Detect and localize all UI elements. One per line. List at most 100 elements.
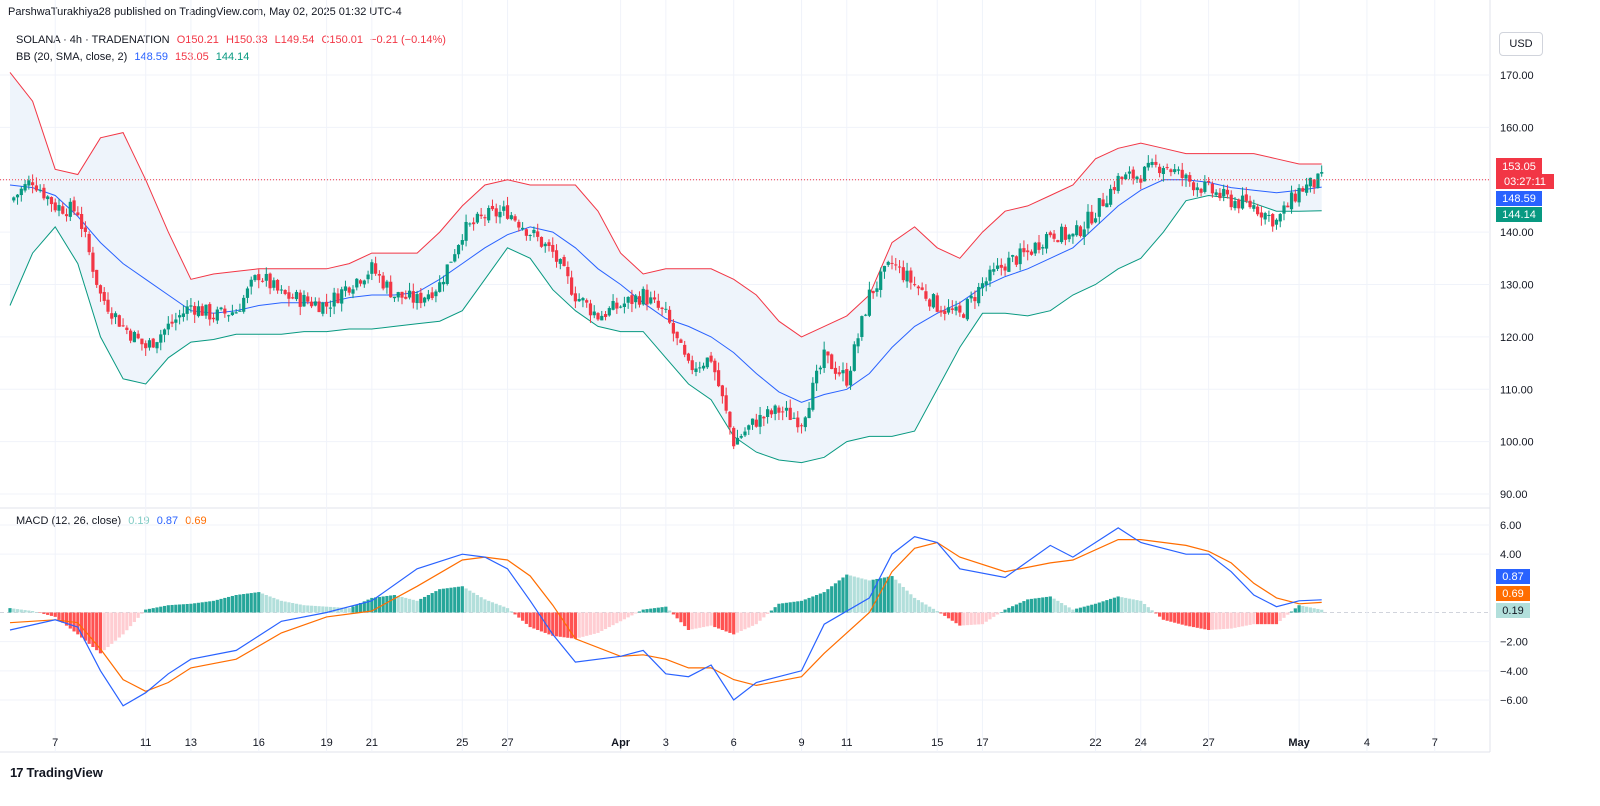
histogram-bar <box>1112 597 1116 613</box>
candle-body <box>264 273 268 281</box>
candle-body <box>189 305 193 307</box>
candle-body <box>196 306 201 317</box>
candle-body <box>434 291 438 297</box>
candle-body <box>924 291 928 299</box>
histogram-bar <box>1142 603 1147 613</box>
candle-body <box>1097 198 1101 217</box>
candle-body <box>1301 188 1305 192</box>
time-tick-label: 21 <box>366 737 378 749</box>
bb-legend: BB (20, SMA, close, 2) 148.59 153.05 144… <box>16 51 253 63</box>
macd-tick-label: −6.00 <box>1500 695 1528 707</box>
histogram-bar <box>27 610 31 613</box>
bb-label[interactable]: BB (20, SMA, close, 2) <box>16 51 128 63</box>
histogram-bar <box>931 608 936 613</box>
histogram-bar <box>91 612 95 648</box>
histogram-bar <box>603 612 608 630</box>
histogram-bar <box>238 594 242 613</box>
candle-body <box>1063 227 1067 240</box>
candle-body <box>1207 181 1211 183</box>
histogram-bar <box>362 601 366 613</box>
bb-lower-value: 144.14 <box>215 51 250 63</box>
histogram-bar <box>698 612 702 628</box>
histogram-bar <box>1109 598 1113 613</box>
candle-body <box>121 325 125 327</box>
candle-body <box>1165 167 1169 169</box>
candle-body <box>1022 248 1026 253</box>
histogram-bar <box>302 605 306 613</box>
histogram-bar <box>920 602 924 613</box>
histogram-bar <box>483 599 487 613</box>
histogram-bar <box>1207 612 1211 630</box>
candle-body <box>1037 242 1041 250</box>
histogram-bar <box>15 609 20 613</box>
macd-line <box>9 527 1322 707</box>
candle-body <box>784 407 789 411</box>
histogram-bar <box>189 603 193 613</box>
histogram-bar <box>573 612 577 639</box>
candle-body <box>366 274 370 280</box>
tradingview-logo[interactable]: 17 TradingView <box>10 765 103 780</box>
candle-body <box>46 196 50 200</box>
candle-body <box>287 292 291 299</box>
histogram-bar <box>449 587 453 613</box>
candle-body <box>750 418 755 425</box>
time-tick-label: 7 <box>52 737 58 749</box>
histogram-bar <box>117 612 121 638</box>
candle-body <box>1044 234 1049 249</box>
histogram-bar <box>713 612 717 628</box>
histogram-bar <box>946 612 951 619</box>
histogram-bar <box>1135 600 1139 613</box>
macd-label[interactable]: MACD (12, 26, close) <box>16 515 122 527</box>
histogram-bar <box>1161 612 1165 620</box>
histogram-bar <box>803 599 807 613</box>
candle-body <box>1180 169 1184 178</box>
candle-body <box>585 300 589 303</box>
lower-badge-bg <box>1496 207 1542 222</box>
histogram-bar <box>1199 612 1203 629</box>
candle-body <box>709 355 713 362</box>
candle-body <box>788 407 792 420</box>
candle-body <box>332 292 336 307</box>
candle-body <box>1026 250 1030 253</box>
histogram-bar <box>351 606 355 613</box>
histogram-bar <box>754 612 758 625</box>
time-axis: 7 11 13 16 19 21 25 27 Apr 3 6 9 11 15 17 22 24 27 May 4 7 <box>52 737 1438 749</box>
histogram-bar <box>611 612 615 626</box>
histogram-bar <box>113 612 118 641</box>
candle-body <box>453 254 457 262</box>
histogram-bar <box>1293 608 1297 613</box>
histogram-bar <box>619 612 623 622</box>
histogram-bar <box>882 577 887 613</box>
macd-tick-label: −4.00 <box>1500 666 1528 678</box>
candle-body <box>543 243 547 247</box>
histogram-bar <box>867 580 871 613</box>
histogram-bar <box>1282 612 1286 618</box>
symbol-label[interactable]: SOLANA · 4h · TRADENATION <box>16 34 170 46</box>
candle-body <box>505 205 510 219</box>
candle-body <box>777 407 781 413</box>
histogram-bar <box>23 610 27 613</box>
histogram-bar <box>106 612 110 648</box>
candle-body <box>426 294 430 300</box>
candle-body <box>1297 187 1301 203</box>
macd-histogram <box>8 574 1324 654</box>
close-value: C150.01 <box>321 34 364 46</box>
currency-button[interactable]: USD <box>1499 32 1543 56</box>
candle-body <box>1131 169 1135 179</box>
histogram-bar <box>1086 605 1090 613</box>
histogram-bar <box>875 578 879 613</box>
candle-body <box>630 295 634 304</box>
candle-body <box>818 367 822 370</box>
histogram-bar <box>132 612 136 622</box>
histogram-bar <box>1176 612 1181 624</box>
candle-body <box>53 202 57 211</box>
candle-body <box>313 301 317 306</box>
histogram-bar <box>505 608 510 613</box>
histogram-bar <box>426 595 430 613</box>
histogram-bar <box>321 606 325 613</box>
histogram-bar <box>264 595 268 613</box>
histogram-bar <box>257 592 261 613</box>
histogram-bar <box>890 576 894 613</box>
histogram-bar <box>211 600 216 613</box>
